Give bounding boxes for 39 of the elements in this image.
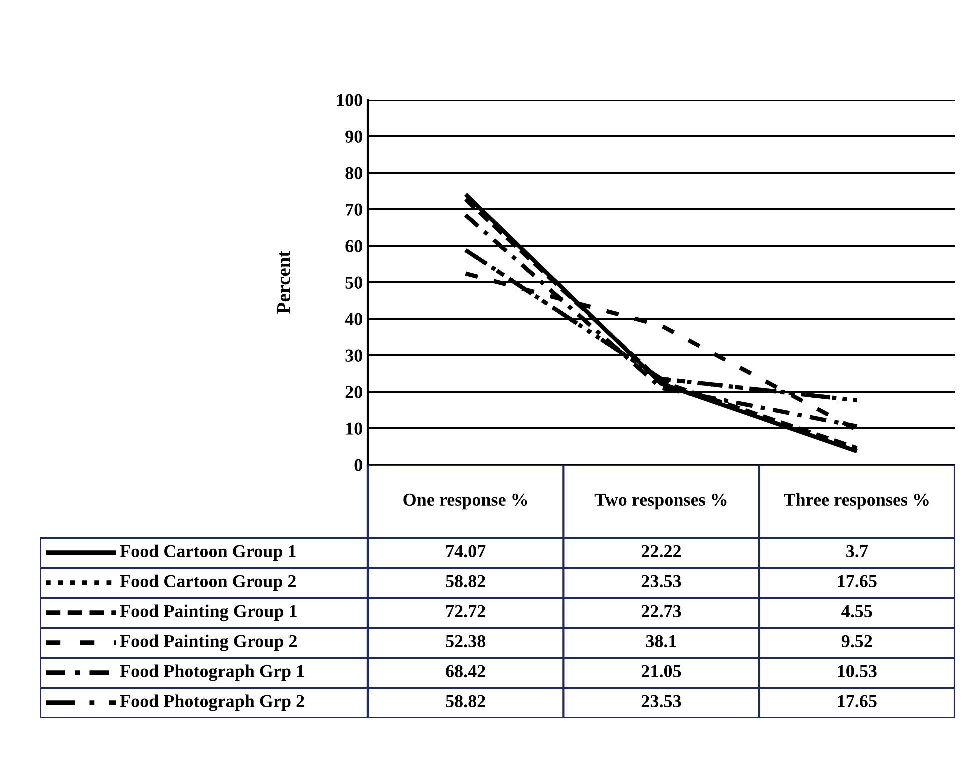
data-label: 9.52: [842, 635, 872, 648]
y-tick-label: 20: [346, 386, 362, 398]
y-tick-label: 40: [345, 313, 362, 326]
data-label: 38.1: [646, 635, 676, 648]
y-tick-label: 30: [346, 350, 362, 362]
y-tick-label: 100: [338, 94, 362, 106]
data-label: 17.65: [838, 575, 877, 588]
data-label: 58.82: [446, 575, 486, 588]
data-label: 23.53: [642, 575, 682, 588]
legend-label: Food Photograph Grp 2: [120, 694, 304, 712]
data-label: 3.7: [846, 545, 868, 558]
data-label: 22.73: [642, 605, 682, 618]
legend-label: Food Painting Group 1: [120, 604, 297, 622]
data-label: 4.55: [842, 605, 872, 618]
legend-label: Food Cartoon Group 2: [120, 574, 296, 592]
x-tick-label: Two responses %: [594, 494, 727, 510]
y-tick-label: 60: [346, 240, 362, 252]
legend-label: Food Cartoon Group 1: [120, 544, 296, 562]
data-label: 10.53: [838, 665, 877, 678]
data-label: 72.72: [446, 605, 486, 618]
data-label: 58.82: [446, 695, 486, 708]
data-label: 52.38: [446, 635, 486, 648]
y-tick-label: 90: [346, 130, 362, 143]
y-axis-title: Percent: [278, 250, 290, 314]
data-label: 22.22: [642, 545, 682, 558]
x-tick-label: Three responses %: [784, 493, 929, 510]
data-label: 21.05: [642, 665, 682, 678]
x-tick-label: One response %: [404, 494, 528, 510]
data-label: 23.53: [642, 695, 682, 708]
y-tick-label: 10: [346, 422, 362, 435]
y-tick-label: 0: [354, 459, 362, 472]
y-tick-label: 80: [346, 167, 362, 180]
y-tick-label: 50: [346, 276, 362, 289]
legend-label: Food Photograph Grp 1: [120, 664, 304, 682]
data-label: 17.65: [838, 695, 877, 708]
y-tick-label: 70: [346, 204, 362, 216]
legend-label: Food Painting Group 2: [120, 634, 297, 652]
data-label: 74.07: [446, 545, 486, 558]
data-label: 68.42: [446, 665, 486, 678]
